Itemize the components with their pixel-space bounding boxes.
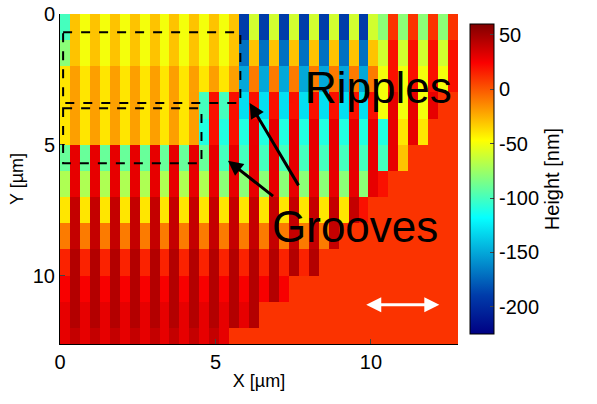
svg-text:Ripples: Ripples: [305, 63, 452, 112]
svg-text:Grooves: Grooves: [272, 202, 438, 251]
svg-text:5: 5: [210, 351, 221, 373]
svg-text:-50: -50: [499, 133, 528, 155]
svg-text:0: 0: [499, 78, 510, 100]
svg-text:0: 0: [44, 3, 55, 25]
svg-text:-100: -100: [499, 187, 539, 209]
svg-text:X [µm]: X [µm]: [233, 371, 285, 391]
svg-text:Height [nm]: Height [nm]: [541, 128, 563, 230]
svg-text:-150: -150: [499, 241, 539, 263]
svg-text:-200: -200: [499, 296, 539, 318]
svg-text:Y [µm]: Y [µm]: [7, 153, 27, 205]
svg-text:5: 5: [44, 134, 55, 156]
svg-text:10: 10: [360, 351, 382, 373]
svg-text:0: 0: [54, 351, 65, 373]
svg-text:10: 10: [33, 265, 55, 287]
svg-text:50: 50: [499, 24, 521, 46]
